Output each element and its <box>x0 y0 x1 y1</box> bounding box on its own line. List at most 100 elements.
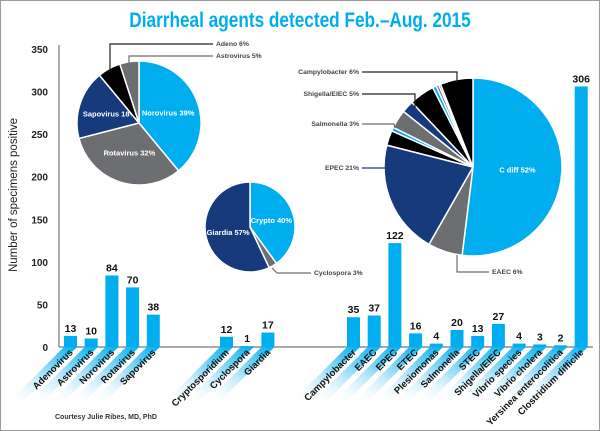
bar <box>84 338 98 347</box>
bar-value-label: 84 <box>106 262 118 274</box>
category-label-band <box>457 347 526 402</box>
callout-line <box>362 123 396 129</box>
pie-slice <box>461 77 563 257</box>
category-label-band <box>9 347 77 402</box>
category-label-band <box>478 347 547 402</box>
pie-callout-label: Cyclospora 3% <box>314 270 363 277</box>
y-tick-label: 350 <box>31 45 48 56</box>
pie-slice <box>204 181 271 273</box>
category-label-band <box>499 347 567 402</box>
bar <box>388 243 402 347</box>
y-tick-label: 0 <box>42 343 48 354</box>
category-label-band <box>71 347 140 402</box>
bar <box>450 329 464 347</box>
category-label-band <box>354 347 423 402</box>
callout-line <box>362 71 458 82</box>
pie-slice-label: Crypto 40% <box>251 216 293 225</box>
bar <box>491 324 505 347</box>
callout-line <box>362 93 416 108</box>
pie-callout-label: EAEC 6% <box>492 269 523 276</box>
bar <box>574 86 588 347</box>
bar <box>409 333 423 347</box>
bar <box>347 317 360 347</box>
category-label-band <box>29 347 98 402</box>
callout-line <box>109 43 213 72</box>
bar-value-label: 306 <box>572 73 590 85</box>
bar <box>429 343 443 347</box>
y-tick-label: 50 <box>37 300 49 311</box>
bar-value-label: 35 <box>348 304 360 316</box>
bar <box>64 335 77 347</box>
pie-callout-label: Campylobacter 6% <box>298 69 359 76</box>
pie-slice <box>249 181 296 265</box>
pie-slice-label: Rotavirus 32% <box>104 148 156 157</box>
pie-slice <box>76 74 141 140</box>
pie-callout-label: Adeno 6% <box>216 41 249 48</box>
bar-value-label: 38 <box>147 302 159 314</box>
pie-slice <box>138 60 202 172</box>
category-label-band <box>50 347 119 402</box>
category-label-band <box>185 347 254 402</box>
bar <box>554 345 567 347</box>
pie-callout-label: Astrovirus 5% <box>216 53 262 60</box>
callout-line <box>128 55 213 64</box>
y-tick-label: 200 <box>31 173 48 184</box>
bar-value-label: 122 <box>386 230 404 242</box>
y-tick-label: 250 <box>31 130 48 141</box>
category-label-band <box>292 347 360 402</box>
bar-value-label: 37 <box>368 302 380 314</box>
category-label-band <box>395 347 464 402</box>
bar <box>220 336 233 347</box>
category-label-band <box>312 347 381 402</box>
bar <box>126 287 140 347</box>
bar-value-label: 4 <box>516 331 522 343</box>
category-label-band <box>206 347 275 402</box>
bar-value-label: 2 <box>558 332 564 344</box>
pie-slice-label: C diff 52% <box>499 166 536 175</box>
category-label-band <box>91 347 160 402</box>
bar-value-label: 13 <box>65 323 77 335</box>
bar-value-label: 3 <box>537 331 543 343</box>
category-label-band <box>165 347 233 402</box>
bar-value-label: 1 <box>244 333 250 345</box>
category-label-band <box>374 347 443 402</box>
pie-slice-label: Norovirus 39% <box>142 108 195 117</box>
bar-value-label: 12 <box>221 324 233 336</box>
bar-value-label: 13 <box>472 323 484 335</box>
y-tick-label: 100 <box>31 258 48 269</box>
y-tick-label: 150 <box>31 215 48 226</box>
bar <box>240 346 254 348</box>
pie-callout-label: Salmonella 3% <box>311 121 359 128</box>
bar-value-label: 10 <box>85 325 97 337</box>
bar <box>533 344 547 347</box>
bar-value-label: 16 <box>410 320 422 332</box>
chart-title: Diarrheal agents detected Feb.–Aug. 2015 <box>129 10 471 33</box>
bar <box>146 314 160 347</box>
callout-line <box>456 255 489 273</box>
pie-slice-label: Sapovirus 18% <box>83 109 137 118</box>
pie-slice-label: Giardia 57% <box>207 228 250 237</box>
bar-value-label: 4 <box>433 331 439 343</box>
bar-value-label: 27 <box>493 311 505 323</box>
pie-callout-label: Shigella/EIEC 5% <box>303 91 359 98</box>
pie-slice <box>383 144 475 246</box>
credit: Courtesy Julie Ribes, MD, PhD <box>55 414 157 421</box>
bar <box>105 275 119 347</box>
callout-line <box>271 267 311 274</box>
bar <box>471 335 485 347</box>
y-tick-label: 300 <box>31 88 48 99</box>
pie-callout-label: EPEC 21% <box>325 165 359 172</box>
category-label-band <box>416 347 485 402</box>
bar <box>512 343 526 347</box>
category-label-band <box>519 347 588 402</box>
category-label-band <box>333 347 402 402</box>
bar <box>261 332 275 347</box>
bar <box>367 315 381 347</box>
category-label-band <box>436 347 505 402</box>
bar-value-label: 70 <box>127 274 139 286</box>
bar-value-label: 17 <box>262 320 274 332</box>
bar-value-label: 20 <box>451 317 463 329</box>
pie-slice <box>78 122 180 186</box>
y-axis-label: Number of specimens positive <box>8 118 20 272</box>
